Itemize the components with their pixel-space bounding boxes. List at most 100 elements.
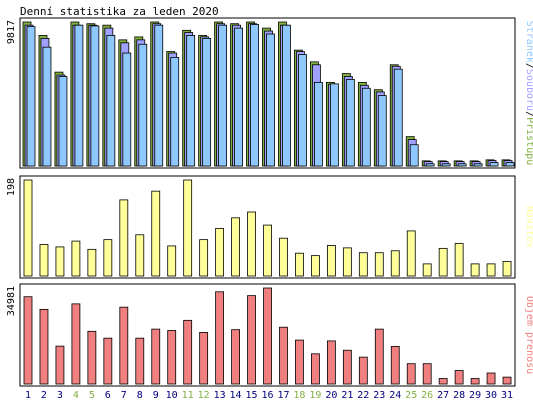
- bar-day-7: [119, 199, 129, 277]
- y-max-label: 34981: [6, 286, 17, 316]
- x-tick-day-26: 26: [421, 390, 433, 401]
- bar-stránek-day-1: [26, 26, 36, 167]
- side-legend-item: Návštěv: [524, 206, 533, 248]
- x-tick-day-11: 11: [182, 390, 194, 401]
- bar-day-8: [135, 234, 145, 277]
- bar-day-2: [39, 244, 49, 277]
- x-tick-day-20: 20: [325, 390, 337, 401]
- side-legend-item: Stránek: [524, 21, 533, 63]
- side-legend: Návštěv: [524, 206, 533, 248]
- x-tick-day-2: 2: [41, 390, 47, 401]
- bar-stránek-day-16: [266, 33, 275, 167]
- side-legend-item: Souborů: [524, 69, 533, 111]
- bar-day-15: [247, 211, 256, 277]
- bar-stránek-day-10: [170, 57, 180, 167]
- bar-stránek-day-9: [154, 24, 164, 167]
- x-tick-day-8: 8: [137, 390, 143, 401]
- x-tick-day-13: 13: [214, 390, 226, 401]
- x-tick-day-14: 14: [230, 390, 242, 401]
- bar-day-3: [55, 246, 65, 277]
- bar-stránek-day-12: [202, 37, 212, 167]
- panel-frame: [19, 17, 516, 169]
- bar-day-2: [39, 308, 49, 385]
- bar-day-14: [231, 217, 240, 277]
- bar-stránek-day-25: [409, 144, 419, 167]
- bar-day-25: [406, 363, 416, 385]
- bar-day-31: [502, 261, 512, 277]
- bar-stránek-day-4: [74, 24, 84, 167]
- bar-day-24: [390, 346, 400, 385]
- x-tick-day-10: 10: [166, 390, 178, 401]
- bar-day-5: [87, 248, 97, 277]
- bar-day-30: [486, 263, 496, 277]
- x-tick-day-9: 9: [153, 390, 159, 401]
- bar-day-19: [311, 353, 320, 385]
- chart-title: Denní statistika za leden 2020: [20, 5, 219, 18]
- bar-day-1: [23, 296, 33, 385]
- bar-stránek-day-19: [314, 81, 323, 167]
- side-legend-separator: /: [524, 63, 533, 69]
- bar-day-6: [103, 239, 113, 277]
- bar-stránek-day-14: [234, 27, 243, 167]
- bar-day-21: [342, 349, 352, 385]
- bar-day-30: [486, 372, 496, 385]
- x-tick-day-12: 12: [198, 390, 210, 401]
- side-legend: Stránek/Souborů/Přístupů: [524, 21, 533, 166]
- bar-day-3: [55, 345, 65, 385]
- bar-stránek-day-18: [298, 54, 307, 167]
- bar-stránek-day-2: [42, 46, 52, 167]
- bar-day-24: [390, 250, 400, 277]
- panel-frame: [19, 283, 516, 387]
- bar-day-5: [87, 330, 97, 385]
- bar-day-1: [23, 179, 33, 277]
- bar-stránek-day-11: [186, 35, 196, 167]
- bar-day-26: [422, 263, 432, 277]
- bar-day-17: [279, 237, 288, 277]
- x-tick-day-5: 5: [89, 390, 95, 401]
- bar-day-21: [342, 247, 352, 277]
- bar-day-22: [358, 356, 368, 385]
- x-tick-day-15: 15: [246, 390, 258, 401]
- bar-day-20: [326, 245, 336, 277]
- bar-day-6: [103, 337, 113, 385]
- x-tick-day-18: 18: [293, 390, 305, 401]
- x-tick-day-16: 16: [261, 390, 273, 401]
- bar-stránek-day-17: [282, 24, 291, 167]
- bar-stránek-day-30: [489, 162, 499, 167]
- x-tick-day-31: 31: [501, 390, 513, 401]
- bar-stránek-day-29: [473, 163, 483, 167]
- bar-stránek-day-5: [90, 25, 100, 167]
- bar-day-23: [374, 252, 384, 277]
- x-tick-day-21: 21: [341, 390, 353, 401]
- bar-day-12: [199, 239, 209, 277]
- bar-stránek-day-15: [250, 24, 259, 167]
- bar-day-18: [295, 252, 304, 277]
- bar-day-12: [199, 332, 209, 385]
- panel-frame: [19, 175, 516, 279]
- bar-day-7: [119, 306, 129, 385]
- bar-day-20: [326, 340, 336, 385]
- bar-stránek-day-20: [329, 83, 339, 167]
- bar-day-17: [279, 326, 288, 385]
- bar-day-28: [454, 370, 464, 385]
- bar-stránek-day-3: [58, 76, 68, 167]
- x-tick-day-7: 7: [121, 390, 127, 401]
- x-tick-day-17: 17: [277, 390, 289, 401]
- x-tick-day-23: 23: [373, 390, 385, 401]
- bar-stránek-day-22: [361, 87, 371, 167]
- bar-day-4: [71, 240, 81, 277]
- bar-day-9: [151, 328, 161, 385]
- bar-stránek-day-6: [106, 35, 116, 167]
- x-tick-day-4: 4: [73, 390, 79, 401]
- bar-day-10: [167, 330, 177, 385]
- bar-day-11: [183, 319, 193, 385]
- bar-day-16: [263, 287, 272, 385]
- bar-day-19: [311, 255, 320, 277]
- x-tick-day-29: 29: [469, 390, 481, 401]
- bar-day-16: [263, 224, 272, 277]
- bar-stránek-day-26: [425, 163, 435, 167]
- chart-panels: 9817Stránek/Souborů/Přístupů198Návštěv34…: [6, 17, 533, 387]
- bar-day-15: [247, 295, 256, 385]
- bar-day-14: [231, 329, 240, 385]
